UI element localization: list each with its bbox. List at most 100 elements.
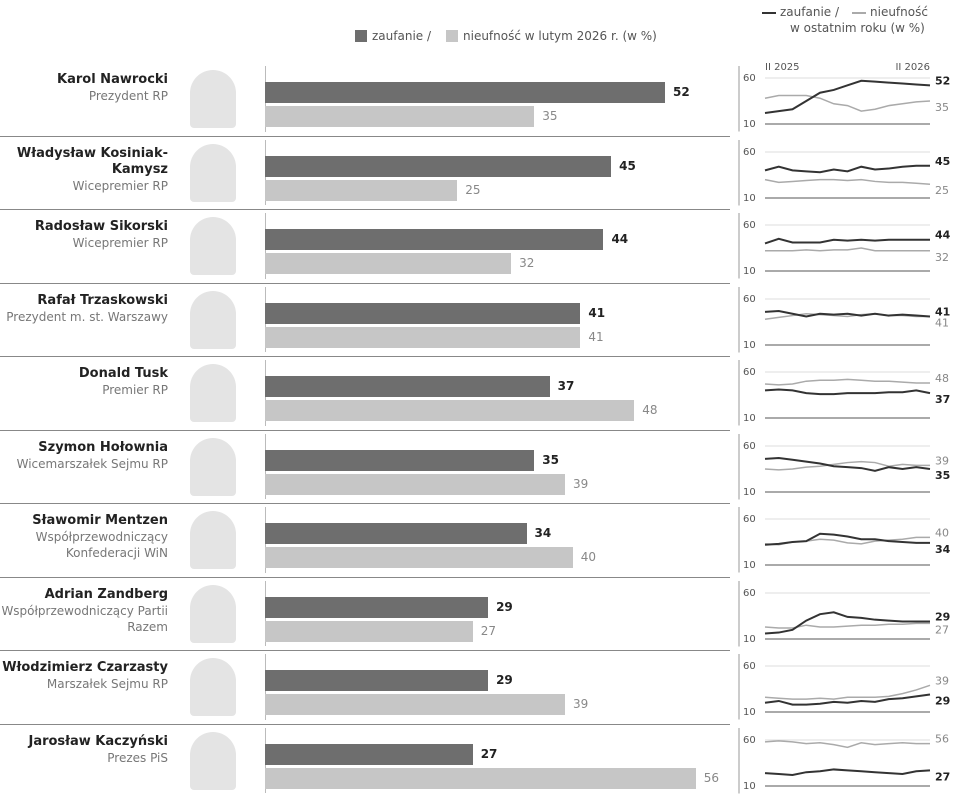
person-label: Donald Tusk Premier RP	[0, 366, 168, 398]
person-name: Szymon Hołownia	[38, 439, 168, 455]
person-role: Współprzewodniczący Konfederacji WiN	[35, 530, 168, 560]
person-label: Sławomir Mentzen Współprzewodniczący Konf…	[0, 513, 168, 561]
value-label: 34	[534, 526, 552, 540]
value-label: 44	[611, 232, 629, 246]
value-label: 27	[480, 623, 496, 638]
row-separator	[0, 356, 730, 357]
end-value-label: 27	[935, 770, 950, 783]
value-label: 40	[580, 550, 596, 564]
photo	[190, 511, 236, 569]
y-tick-label: 10	[743, 634, 756, 645]
y-tick-label: 10	[743, 487, 756, 498]
bar	[265, 400, 635, 421]
legend-swatch	[446, 30, 458, 42]
end-value-label: 45	[935, 154, 950, 167]
sparkline-line	[764, 94, 931, 112]
person-name: Sławomir Mentzen	[32, 513, 168, 528]
y-tick-label: 60	[743, 514, 756, 525]
y-tick-label: 10	[743, 560, 756, 571]
sparkline-line	[764, 610, 930, 634]
end-value-label: 52	[935, 74, 950, 87]
value-label: 29	[496, 673, 513, 687]
sparkline: 10 60 56 27	[738, 727, 950, 793]
end-value-label: 27	[935, 623, 949, 636]
sparkline-line	[764, 536, 930, 546]
end-value-label: 29	[935, 695, 950, 708]
sparkline-line	[764, 378, 930, 386]
y-tick-label: 10	[743, 707, 756, 718]
sparkline: 10 60 39 35	[738, 433, 950, 499]
sparkline: 10 60 48 37	[738, 360, 950, 426]
sparkline-line	[764, 456, 931, 472]
legend-label: nieufność w lutym 2026 r. (w %)	[463, 29, 657, 43]
end-value-label: 35	[935, 469, 950, 482]
person-label: Radosław Sikorski Wicepremier RP	[0, 219, 168, 251]
legend-label: zaufanie /	[372, 29, 432, 43]
photo	[190, 658, 236, 716]
person-role: Wicepremier RP	[72, 178, 168, 193]
sparkline-line	[764, 622, 930, 629]
value-label: 41	[588, 305, 606, 320]
end-value-label: 40	[935, 526, 949, 539]
bar	[265, 106, 535, 127]
bar	[265, 155, 612, 177]
sparkline-line	[764, 739, 930, 748]
person-role: Prezes PiS	[107, 750, 168, 765]
person-role: Premier RP	[102, 383, 168, 397]
y-tick-label: 10	[743, 119, 756, 130]
y-tick-label: 60	[743, 367, 756, 378]
y-tick-label: 60	[743, 294, 756, 305]
person-name: Włodzimierz Czarzasty	[2, 660, 168, 675]
end-value-label: 34	[935, 543, 951, 556]
sparkline-line	[764, 388, 931, 396]
end-value-label: 25	[935, 184, 949, 197]
legend-line	[852, 12, 866, 14]
person-name: Donald Tusk	[78, 366, 168, 381]
end-value-label: 35	[935, 101, 949, 114]
bar	[265, 376, 550, 397]
end-value-label: 39	[935, 674, 949, 687]
end-value-label: 29	[935, 610, 950, 623]
y-tick-label: 60	[743, 73, 756, 84]
sparkline: 10 60 II 2025 II 2026 35 52	[738, 62, 950, 132]
person-name: Adrian Zandberg	[44, 586, 168, 602]
sparkline: 10 60 39 29	[738, 654, 950, 720]
y-tick-label: 60	[743, 220, 756, 231]
value-label: 52	[673, 85, 690, 99]
photo	[190, 437, 236, 496]
bar	[265, 253, 512, 274]
sparkline-line	[764, 532, 930, 546]
sparkline: 10 60 40 34	[738, 507, 951, 573]
bar	[265, 473, 565, 495]
value-label: 25	[465, 182, 481, 197]
row-separator	[0, 429, 730, 431]
person-role: Prezydent RP	[88, 89, 168, 103]
value-label: 35	[542, 109, 558, 123]
value-label: 56	[703, 770, 720, 785]
sparkline-line	[765, 247, 930, 252]
row-separator	[0, 723, 730, 725]
value-label: 48	[642, 403, 658, 417]
sparkline-line	[764, 767, 931, 776]
y-tick-label: 60	[743, 147, 756, 158]
sparkline-line	[764, 460, 930, 471]
legend-swatch	[355, 30, 367, 42]
sparkline-line	[764, 79, 931, 114]
bar	[265, 523, 527, 544]
end-value-label: 44	[935, 229, 951, 242]
x-tick-label: II 2025	[765, 62, 800, 73]
value-label: 29	[496, 599, 513, 614]
bar	[265, 302, 581, 324]
row-separator	[0, 576, 730, 578]
photo	[190, 731, 236, 790]
y-tick-label: 60	[743, 735, 756, 746]
person-label: Rafał Trzaskowski Prezydent m. st. Warsza…	[0, 293, 168, 325]
bar	[265, 620, 473, 642]
sparkline-line	[764, 164, 930, 173]
legend-label: nieufność	[870, 5, 928, 19]
person-name: Rafał Trzaskowski	[37, 292, 168, 308]
value-label: 37	[557, 379, 575, 393]
person-role: Prezydent m. st. Warszawy	[6, 309, 168, 324]
